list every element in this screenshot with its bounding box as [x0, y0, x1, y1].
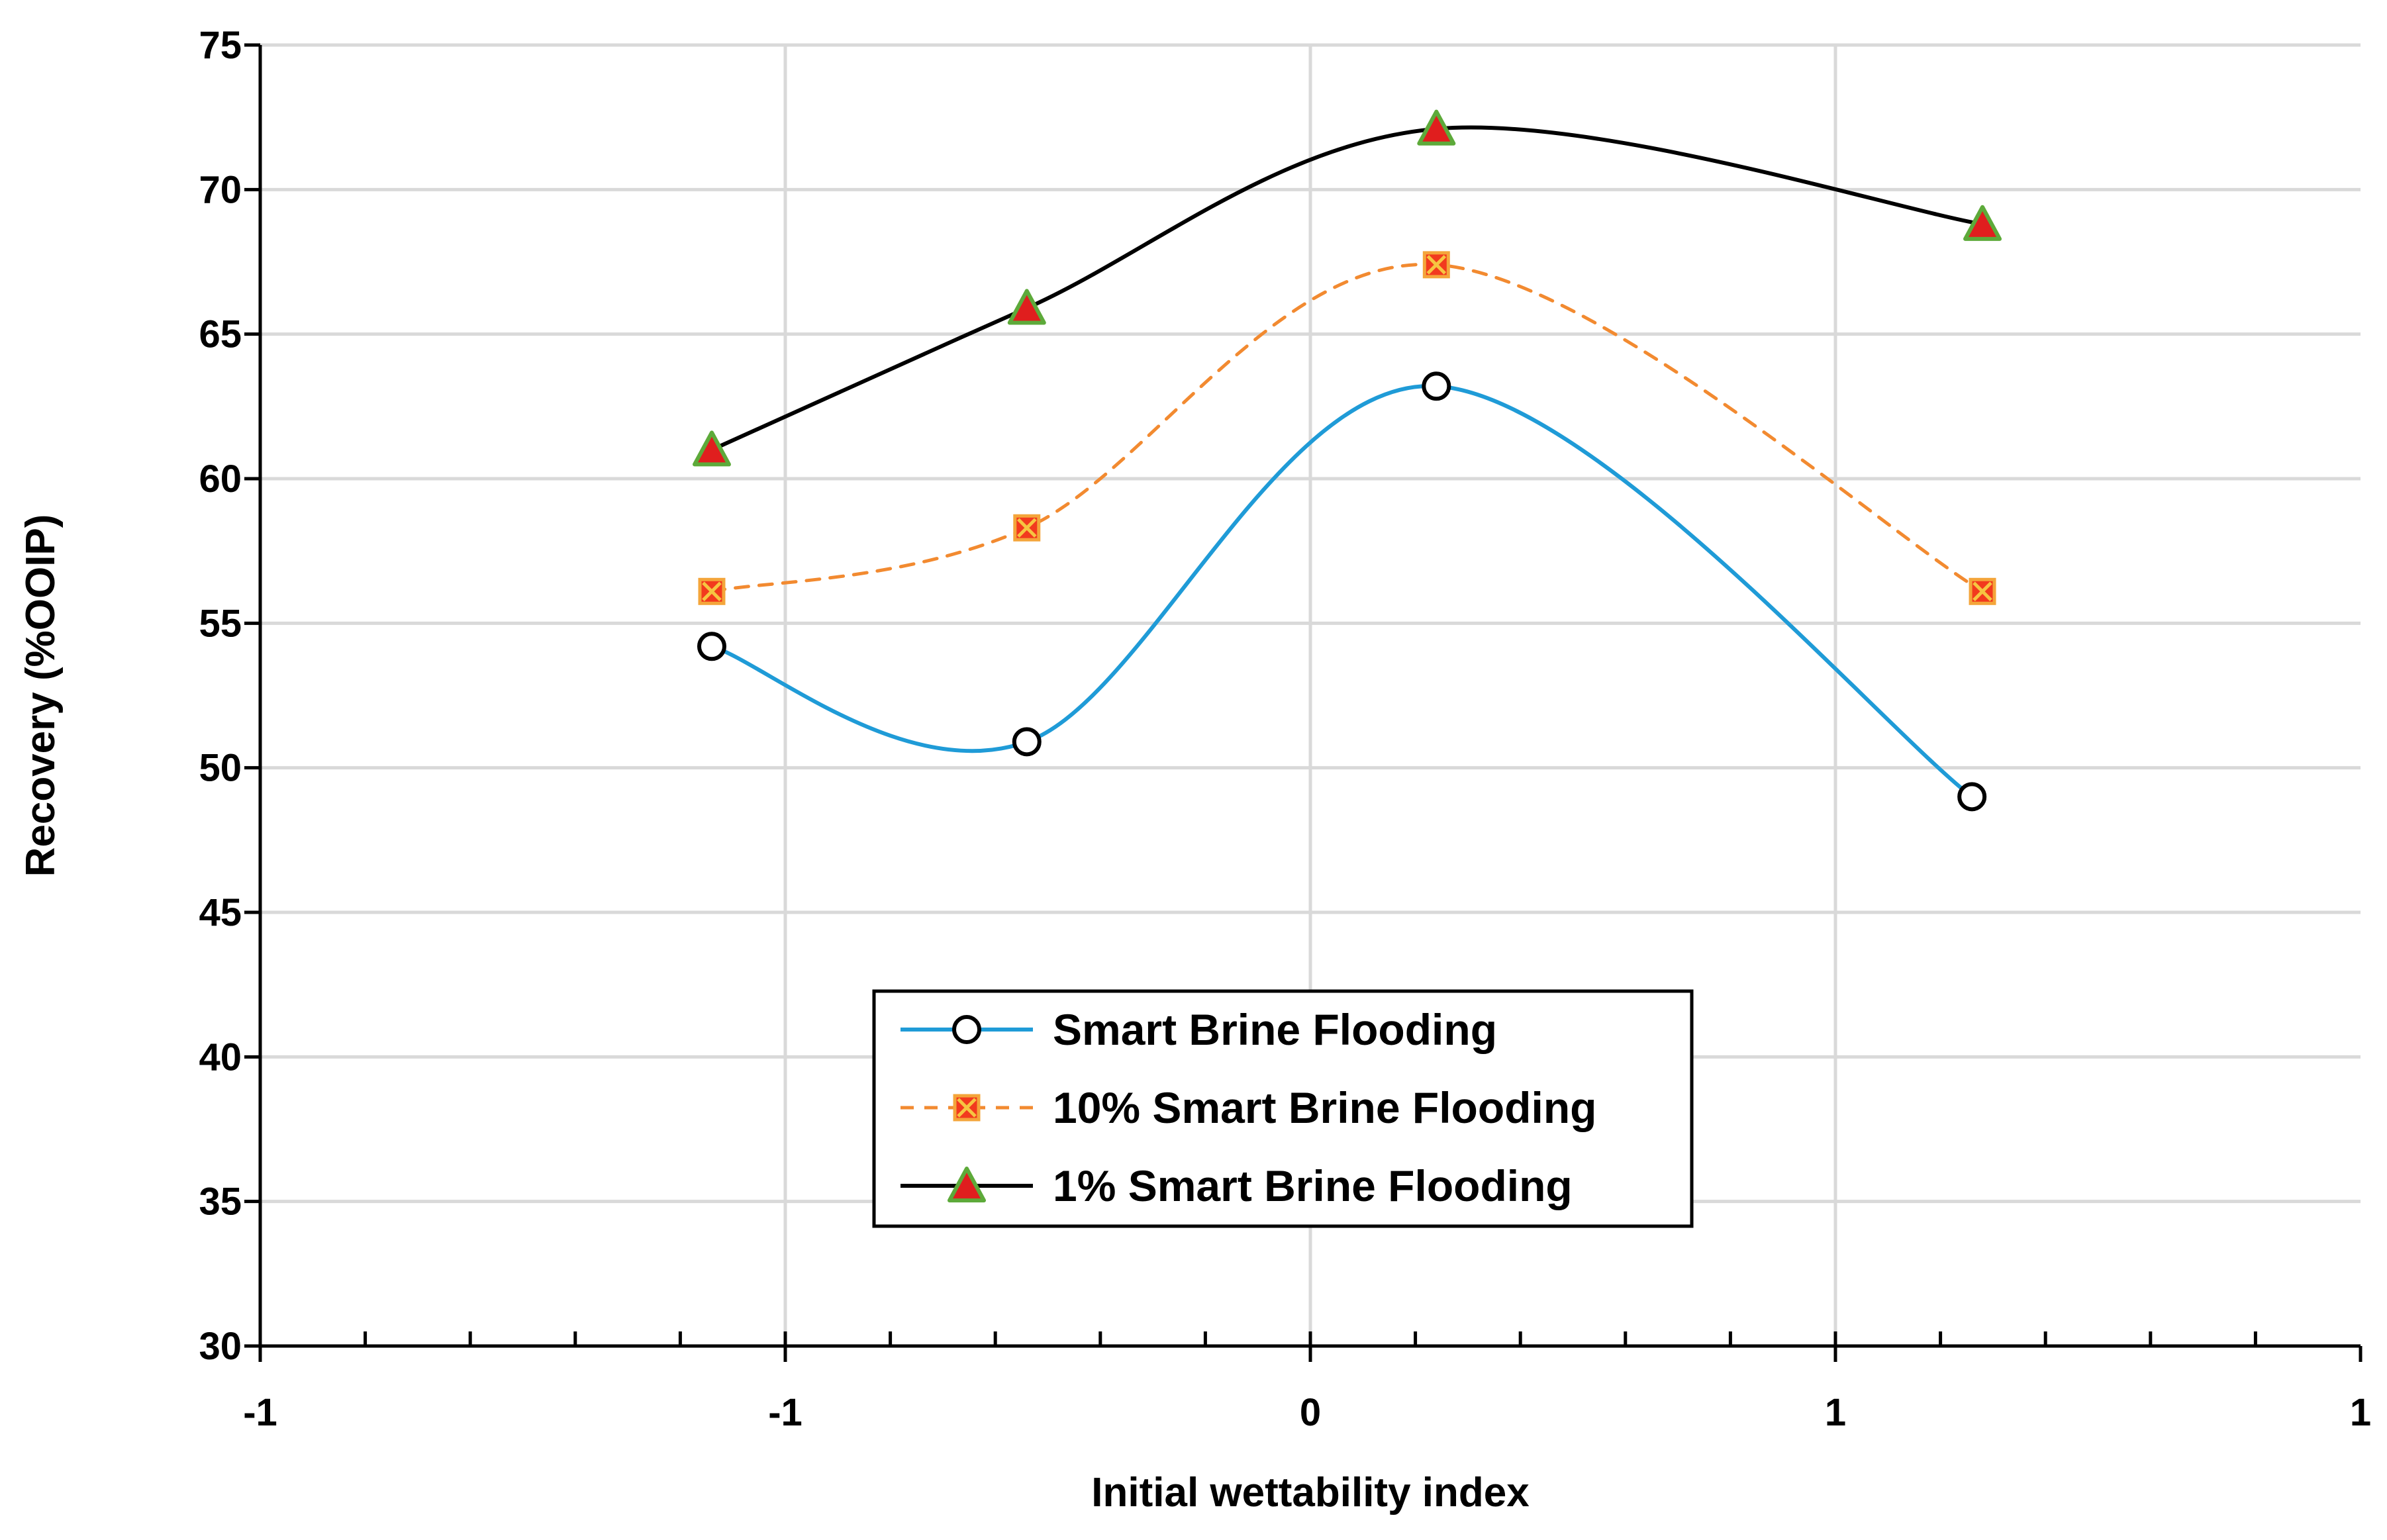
series-1: [697, 371, 1987, 812]
x-cross-mark: [957, 1098, 977, 1118]
axes: [244, 43, 2363, 1362]
x-tick-label: 0: [1300, 1391, 1321, 1434]
data-point-marker: [698, 577, 726, 605]
data-point-marker: [697, 632, 726, 661]
data-point-marker: [1963, 205, 2002, 241]
legend-marker: [948, 1167, 986, 1203]
y-tick-label: 60: [199, 457, 242, 501]
x-tick-label: -1: [243, 1391, 277, 1434]
series-line: [709, 125, 1985, 452]
y-tick-label: 55: [199, 602, 242, 645]
series-3: [692, 109, 2002, 467]
data-point-marker: [1969, 577, 1996, 605]
x-tick-label: 1: [2350, 1391, 2371, 1434]
x-cross-mark: [1426, 255, 1447, 275]
y-axis-title: Recovery (%OOIP): [18, 514, 64, 877]
x-tick-label: -1: [768, 1391, 803, 1434]
y-tick-label: 45: [199, 891, 242, 934]
y-tick-label: 40: [199, 1035, 242, 1079]
legend: Smart Brine Flooding 10% Smart Brine Floo…: [872, 989, 1694, 1228]
legend-label: 10% Smart Brine Flooding: [1053, 1083, 1596, 1132]
legend-marker: [952, 1015, 981, 1044]
y-tick-label: 65: [199, 313, 242, 356]
legend-marker: [953, 1094, 981, 1122]
data-point-marker: [1007, 289, 1046, 325]
y-tick-label: 70: [199, 168, 242, 211]
legend-label: 1% Smart Brine Flooding: [1053, 1161, 1573, 1210]
x-axis-title: Initial wettability index: [1091, 1470, 1530, 1516]
data-point-marker: [1422, 251, 1450, 279]
x-cross-mark: [1973, 581, 1992, 602]
series-2: [698, 251, 1996, 605]
data-point-marker: [692, 430, 731, 467]
y-tick-label: 30: [199, 1325, 242, 1368]
y-tick-label: 75: [199, 24, 242, 67]
x-tick-label: 1: [1825, 1391, 1846, 1434]
series-line: [710, 262, 1984, 593]
grid-lines: [260, 43, 2361, 1346]
data-point-marker: [1417, 109, 1456, 146]
legend-label: Smart Brine Flooding: [1053, 1005, 1497, 1054]
data-point-marker: [1422, 371, 1451, 401]
series-line: [709, 384, 1974, 799]
data-point-marker: [1957, 782, 1987, 812]
x-cross-mark: [1017, 518, 1037, 538]
y-tick-label: 35: [199, 1180, 242, 1224]
series-layer: [692, 109, 2002, 812]
data-point-marker: [1012, 727, 1042, 757]
x-cross-mark: [702, 581, 722, 602]
tick-labels: 30 35 40 45 50 55 60 65 70 75 -1 -1 0 1 1: [199, 24, 2371, 1434]
data-point-marker: [1013, 514, 1041, 542]
y-tick-label: 50: [199, 747, 242, 790]
